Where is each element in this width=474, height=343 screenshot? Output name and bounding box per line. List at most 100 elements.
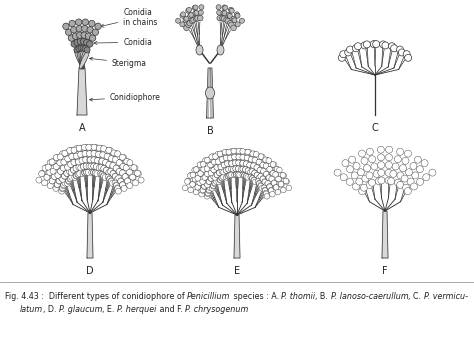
Circle shape	[122, 174, 128, 180]
Circle shape	[406, 169, 412, 176]
Circle shape	[237, 148, 243, 154]
Circle shape	[39, 170, 46, 176]
Circle shape	[81, 38, 87, 45]
Circle shape	[236, 166, 241, 172]
Circle shape	[64, 170, 70, 177]
Circle shape	[242, 149, 248, 155]
Circle shape	[235, 13, 240, 18]
Circle shape	[53, 164, 59, 170]
Circle shape	[397, 172, 404, 179]
Circle shape	[195, 15, 201, 21]
Circle shape	[256, 154, 262, 159]
Circle shape	[241, 155, 246, 161]
Circle shape	[91, 151, 97, 156]
Text: latum: latum	[20, 305, 43, 314]
Polygon shape	[77, 68, 87, 115]
Circle shape	[110, 170, 116, 177]
Circle shape	[364, 41, 370, 48]
Circle shape	[355, 43, 362, 50]
Circle shape	[264, 193, 270, 199]
Circle shape	[128, 169, 133, 175]
Circle shape	[394, 179, 401, 186]
Circle shape	[83, 151, 89, 156]
Circle shape	[263, 190, 269, 196]
Circle shape	[377, 154, 384, 161]
Circle shape	[64, 170, 70, 176]
Circle shape	[221, 10, 226, 15]
Circle shape	[388, 178, 394, 185]
Circle shape	[219, 169, 225, 174]
Circle shape	[101, 165, 107, 172]
Circle shape	[248, 156, 254, 162]
Circle shape	[67, 176, 73, 181]
Circle shape	[216, 157, 222, 163]
Circle shape	[109, 156, 114, 162]
Circle shape	[75, 171, 81, 177]
Circle shape	[91, 163, 97, 169]
Circle shape	[284, 179, 290, 184]
Circle shape	[231, 16, 236, 21]
Circle shape	[369, 156, 375, 163]
Ellipse shape	[80, 49, 90, 69]
Circle shape	[98, 164, 104, 170]
Circle shape	[106, 169, 112, 175]
Circle shape	[215, 159, 221, 165]
Circle shape	[281, 187, 286, 193]
Polygon shape	[87, 213, 93, 258]
Circle shape	[226, 12, 231, 17]
Circle shape	[91, 157, 97, 163]
Circle shape	[342, 159, 349, 167]
Circle shape	[249, 169, 255, 174]
Circle shape	[263, 157, 268, 163]
Text: E: E	[234, 266, 240, 276]
Circle shape	[51, 165, 57, 171]
Circle shape	[58, 168, 64, 175]
Circle shape	[209, 154, 214, 159]
Circle shape	[73, 165, 79, 172]
Circle shape	[81, 164, 87, 170]
Circle shape	[211, 159, 217, 165]
Circle shape	[353, 183, 359, 190]
Circle shape	[105, 153, 111, 159]
Circle shape	[45, 174, 51, 180]
Circle shape	[64, 164, 71, 170]
Circle shape	[184, 179, 190, 184]
Circle shape	[117, 168, 123, 174]
Circle shape	[273, 185, 279, 190]
Circle shape	[224, 155, 230, 161]
Circle shape	[42, 165, 48, 171]
Text: B: B	[207, 126, 213, 136]
Circle shape	[385, 154, 392, 161]
Circle shape	[109, 178, 114, 185]
Circle shape	[228, 166, 234, 172]
Circle shape	[251, 177, 256, 182]
Circle shape	[214, 165, 219, 170]
Circle shape	[267, 184, 273, 190]
Circle shape	[228, 155, 233, 161]
Circle shape	[200, 176, 205, 182]
Circle shape	[283, 178, 289, 184]
Circle shape	[237, 172, 242, 178]
Circle shape	[245, 168, 251, 173]
Circle shape	[352, 45, 359, 52]
Circle shape	[264, 182, 269, 188]
Circle shape	[196, 172, 201, 177]
Circle shape	[210, 186, 215, 191]
Circle shape	[92, 144, 99, 150]
Circle shape	[47, 169, 53, 175]
Circle shape	[198, 15, 203, 21]
Circle shape	[229, 8, 234, 13]
Circle shape	[118, 178, 124, 184]
Circle shape	[192, 5, 197, 10]
Circle shape	[87, 157, 93, 163]
Circle shape	[378, 169, 385, 176]
Circle shape	[375, 178, 383, 185]
Circle shape	[124, 168, 130, 174]
Circle shape	[280, 173, 286, 178]
Circle shape	[55, 181, 60, 187]
Circle shape	[86, 151, 92, 157]
Circle shape	[100, 152, 106, 158]
Circle shape	[214, 165, 220, 170]
Circle shape	[96, 151, 102, 157]
Circle shape	[206, 179, 212, 185]
